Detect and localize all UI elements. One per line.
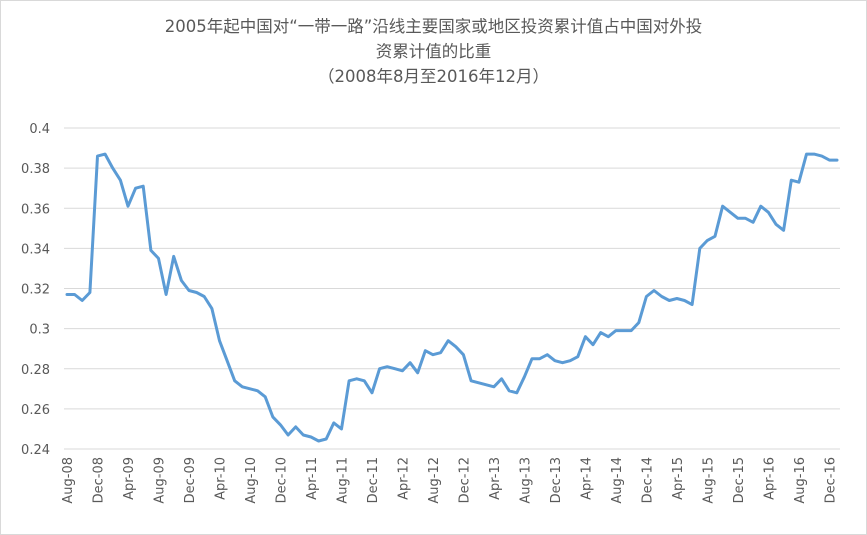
- x-tick-label: Aug-11: [335, 457, 350, 504]
- x-tick-label: Aug-09: [152, 457, 167, 504]
- gridlines: [64, 127, 840, 450]
- y-tick-label: 0.38: [21, 162, 50, 177]
- x-tick-label: Aug-12: [427, 457, 442, 504]
- y-tick-label: 0.34: [21, 242, 50, 257]
- x-tick-label: Dec-13: [549, 457, 564, 503]
- series-layer: [65, 152, 839, 443]
- x-tick-label: Aug-08: [61, 457, 76, 504]
- x-tick-label: Dec-09: [183, 457, 198, 503]
- chart-title-line-2: 资累计值的比重: [375, 42, 492, 61]
- x-tick-label: Apr-09: [122, 457, 137, 500]
- y-tick-label: 0.36: [21, 202, 50, 217]
- x-tick-label: Dec-15: [732, 457, 747, 503]
- x-tick-label: Aug-16: [793, 457, 808, 504]
- x-tick-label: Dec-11: [366, 457, 381, 503]
- x-tick-label: Dec-14: [640, 457, 655, 503]
- y-tick-label: 0.3: [29, 323, 50, 338]
- x-tick-label: Dec-16: [823, 457, 838, 503]
- x-tick-label: Apr-13: [488, 457, 503, 500]
- x-tick-label: Apr-14: [579, 457, 594, 500]
- y-axis: 0.24 0.26 0.28 0.3 0.32 0.34 0.36 0.38 0.4: [21, 122, 50, 458]
- chart-title-line-3: （2008年8月至2016年12月）: [318, 67, 549, 86]
- x-tick-label: Apr-16: [762, 457, 777, 500]
- x-axis: Aug-08 Dec-08 Apr-09 Aug-09 Dec-09 Apr-10 Aug-…: [61, 457, 838, 504]
- chart-title-line-1: 2005年起中国对“一带一路”沿线主要国家或地区投资累计值占中国对外投: [164, 17, 703, 36]
- x-tick-label: Aug-15: [701, 457, 716, 504]
- y-tick-label: 0.4: [29, 122, 50, 137]
- x-tick-label: Dec-12: [457, 457, 472, 503]
- x-tick-label: Aug-14: [610, 457, 625, 504]
- x-tick-label: Apr-10: [213, 457, 228, 500]
- series-line: [65, 152, 839, 443]
- y-tick-label: 0.28: [21, 363, 50, 378]
- x-tick-label: Dec-10: [274, 457, 289, 503]
- x-tick-label: Aug-10: [244, 457, 259, 504]
- y-tick-label: 0.26: [21, 403, 50, 418]
- x-tick-label: Apr-12: [396, 457, 411, 500]
- chart-title: 2005年起中国对“一带一路”沿线主要国家或地区投资累计值占中国对外投 资累计值…: [0, 14, 867, 89]
- y-tick-label: 0.32: [21, 283, 50, 298]
- x-tick-label: Apr-11: [305, 457, 320, 500]
- x-tick-label: Apr-15: [671, 457, 686, 500]
- x-tick-label: Dec-08: [91, 457, 106, 503]
- y-tick-label: 0.24: [21, 443, 50, 458]
- x-tick-label: Aug-13: [518, 457, 533, 504]
